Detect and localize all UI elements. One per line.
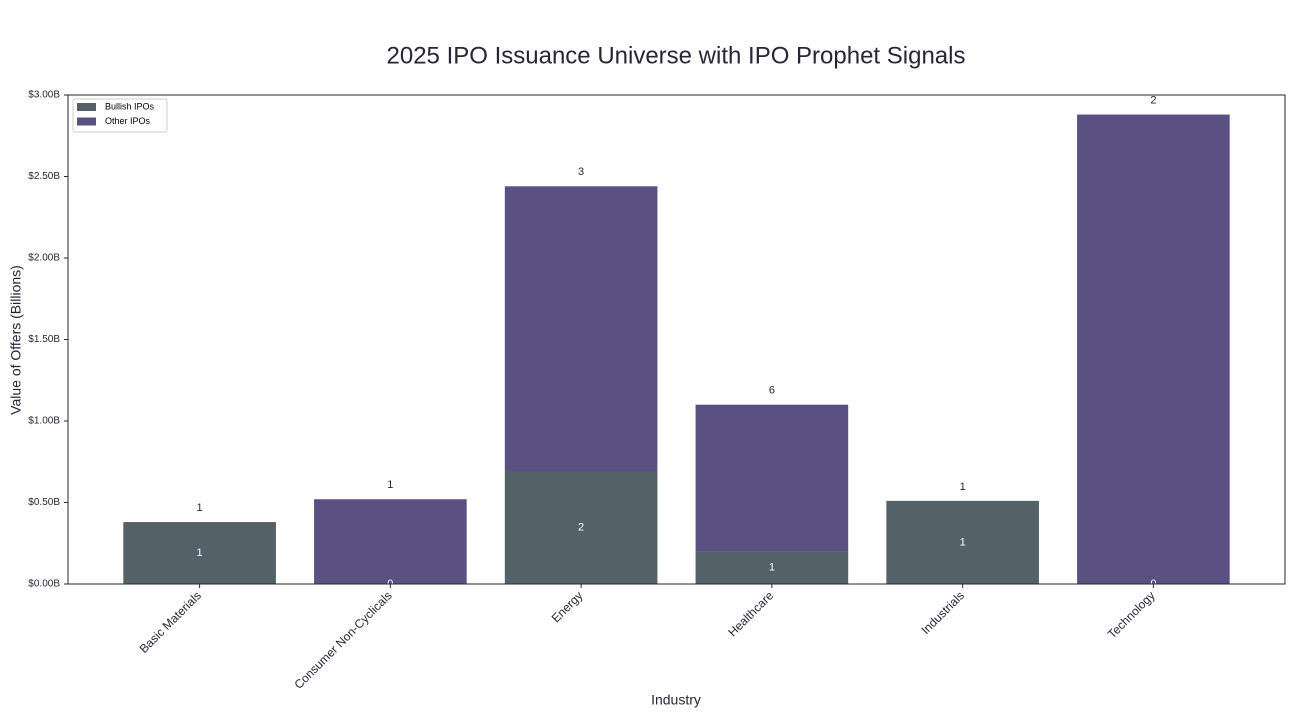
y-tick-label: $2.00B [28,253,60,264]
total-count-label: 1 [387,479,393,491]
x-tick-label: Energy [549,588,586,625]
bar-segment [886,500,1039,584]
bullish-count-label: 1 [960,536,966,548]
x-axis-label: Industry [651,692,701,708]
legend-swatch [77,117,96,126]
y-tick-label: $1.00B [28,416,60,427]
bar-segment [123,522,276,584]
y-tick-label: $0.50B [28,497,60,508]
bar-segment [504,471,658,584]
legend-swatch [77,103,96,111]
bullish-count-label: 1 [769,562,775,574]
total-count-label: 1 [960,481,966,493]
legend-frame [72,98,168,133]
bar-segment [695,551,849,584]
total-count-label: 3 [578,166,584,178]
x-tick-label: Consumer Non-Cyclicals [291,588,394,691]
total-count-label: 2 [1150,94,1156,106]
y-tick-label: $2.50B [28,171,60,182]
legend: Bullish IPOs Other IPOs [72,98,168,133]
x-tick-label: Basic Materials [137,588,204,655]
legend-label: Other IPOs [105,116,151,126]
y-tick-label: $3.00B [28,90,60,101]
x-tick-label: Industrials [918,588,967,637]
x-tick-label: Healthcare [725,588,776,639]
y-tick-label: $0.00B [28,579,60,590]
bullish-count-label: 1 [197,547,203,559]
bar-segment [1077,114,1230,584]
legend-label: Bullish IPOs [105,101,155,111]
bar-segment [314,499,467,584]
bar-segment [695,404,849,552]
total-count-label: 1 [197,502,203,514]
y-tick-label: $1.50B [28,334,60,345]
chart-title: 2025 IPO Issuance Universe with IPO Prop… [387,42,966,69]
bullish-count-label: 2 [578,522,584,534]
plot-frame [67,94,1286,585]
y-axis-label: Value of Offers (Billions) [8,265,24,415]
x-tick-label: Technology [1105,588,1158,641]
total-count-label: 6 [769,385,775,397]
bar-segment [504,186,658,472]
